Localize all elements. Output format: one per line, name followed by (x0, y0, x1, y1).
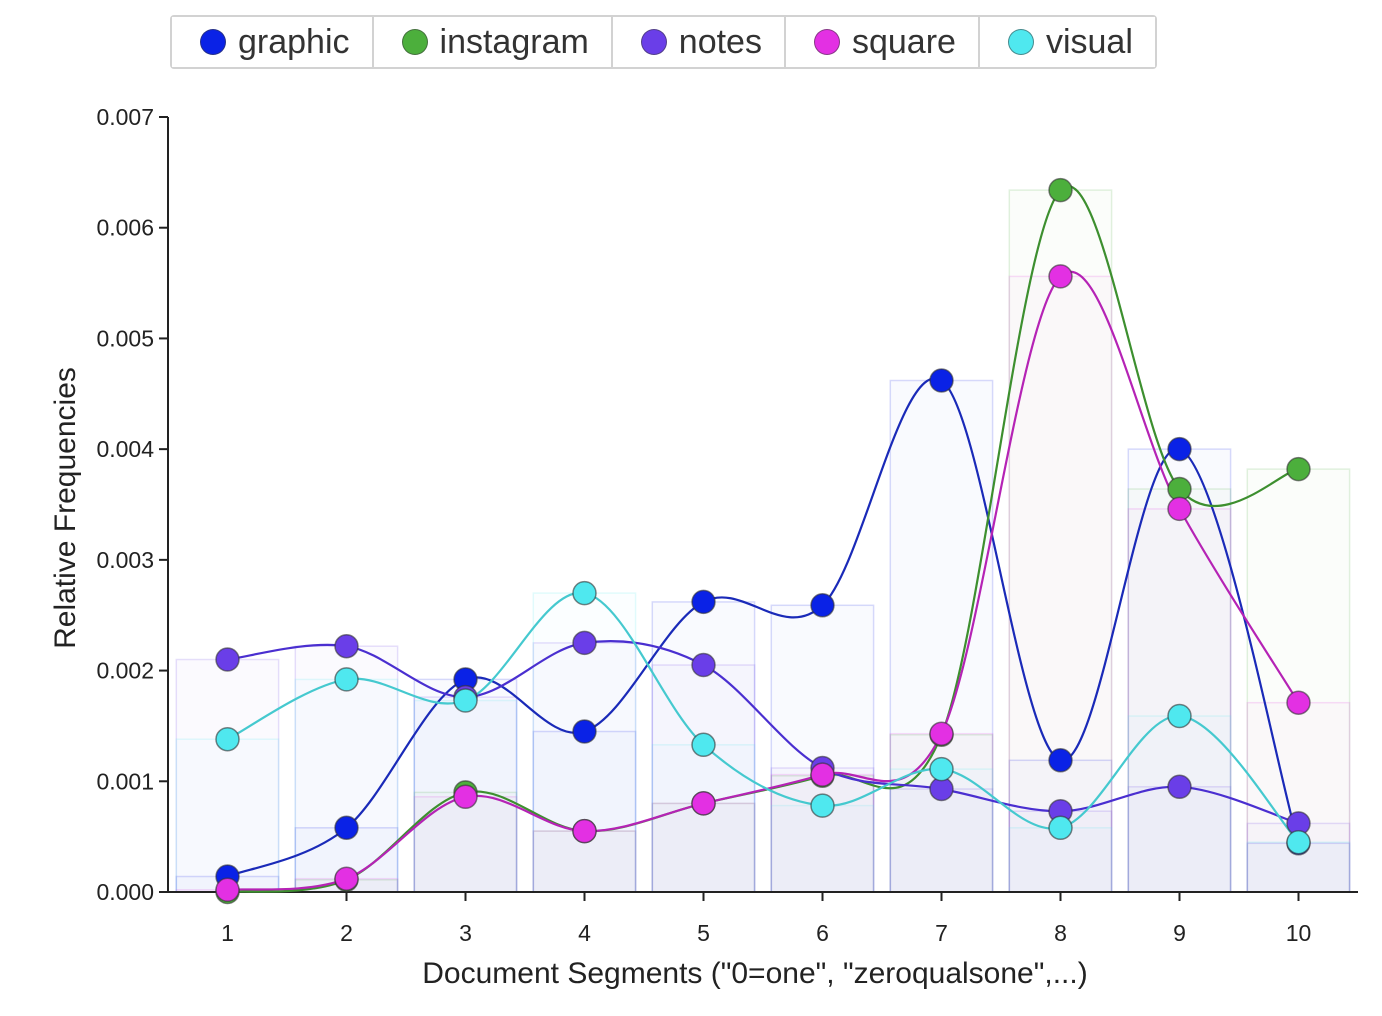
chart-legend: graphic instagram notes square visual (170, 15, 1157, 69)
x-tick-label: 2 (340, 920, 353, 946)
data-point-graphic[interactable] (691, 589, 716, 615)
y-tick-label: 0.001 (96, 768, 154, 794)
data-point-graphic[interactable] (572, 719, 597, 744)
legend-label: notes (678, 23, 762, 61)
legend-swatch (640, 29, 667, 55)
x-axis-title: Document Segments ("0=one", "zeroqualson… (422, 957, 1087, 990)
data-point-instagram[interactable] (1286, 456, 1311, 482)
x-tick-label: 5 (697, 920, 710, 946)
legend-label: instagram (439, 23, 589, 61)
data-point-graphic[interactable] (810, 593, 835, 618)
legend-swatch (401, 29, 428, 55)
legend-label: square (851, 23, 956, 61)
y-tick-label: 0.006 (96, 215, 154, 241)
background-bar-visual (651, 744, 756, 893)
y-tick-label: 0.003 (96, 547, 154, 573)
data-point-square[interactable] (810, 762, 835, 787)
series-points (215, 177, 1311, 905)
legend-item-square[interactable]: square (785, 17, 980, 67)
data-point-square[interactable] (691, 791, 716, 816)
data-point-visual[interactable] (929, 756, 954, 782)
legend-item-notes[interactable]: notes (612, 17, 786, 67)
data-point-notes[interactable] (334, 633, 359, 659)
data-point-visual[interactable] (810, 793, 835, 818)
y-tick-label: 0.000 (96, 879, 154, 905)
x-tick-label: 4 (578, 920, 591, 946)
x-tick-label: 8 (1054, 920, 1067, 946)
data-point-visual[interactable] (453, 688, 478, 713)
x-tick-label: 7 (935, 920, 948, 946)
data-point-graphic[interactable] (334, 815, 359, 841)
data-point-graphic[interactable] (1167, 436, 1192, 462)
legend-item-instagram[interactable]: instagram (373, 17, 613, 67)
axes: 0.000 0.001 0.002 0.003 0.004 0.005 0.006 0.007… (96, 104, 1358, 946)
legend-label: visual (1045, 23, 1133, 61)
data-point-square[interactable] (929, 721, 954, 746)
data-point-notes[interactable] (572, 630, 597, 656)
x-tick-label: 1 (221, 920, 234, 946)
series-line-graphic (227, 377, 1300, 878)
data-point-graphic[interactable] (929, 368, 954, 393)
series-lines (227, 185, 1300, 894)
background-bar-visual (1127, 715, 1232, 893)
series-line-notes (227, 640, 1299, 825)
data-point-square[interactable] (572, 818, 597, 844)
data-point-visual[interactable] (1048, 815, 1073, 841)
y-tick-label: 0.002 (96, 658, 154, 684)
data-point-notes[interactable] (215, 647, 240, 672)
background-bar-visual (770, 804, 875, 893)
legend-swatch (813, 29, 840, 55)
data-point-visual[interactable] (334, 667, 359, 692)
series-line-visual (227, 591, 1300, 843)
legend-label: graphic (238, 23, 350, 61)
data-point-visual[interactable] (215, 726, 240, 752)
y-tick-label: 0.004 (96, 436, 154, 462)
legend-item-graphic[interactable]: graphic (172, 17, 374, 67)
data-point-square[interactable] (1167, 496, 1192, 522)
legend-swatch (200, 29, 226, 55)
data-point-square[interactable] (453, 784, 478, 810)
legend-swatch (1007, 29, 1034, 55)
data-point-visual[interactable] (1286, 829, 1311, 855)
data-point-square[interactable] (1286, 690, 1311, 715)
data-point-square[interactable] (215, 877, 240, 903)
y-tick-label: 0.005 (96, 325, 154, 351)
series-line-square (227, 270, 1300, 891)
data-point-instagram[interactable] (1048, 177, 1073, 203)
data-point-visual[interactable] (691, 732, 716, 758)
y-axis-title: Relative Frequencies (49, 367, 82, 649)
y-tick-label: 0.007 (96, 104, 154, 130)
x-tick-label: 3 (459, 920, 472, 946)
data-point-notes[interactable] (691, 652, 716, 678)
x-tick-label: 9 (1173, 920, 1186, 946)
data-point-notes[interactable] (1167, 774, 1192, 800)
legend-item-visual[interactable]: visual (979, 17, 1155, 67)
data-point-visual[interactable] (1167, 703, 1192, 729)
data-point-visual[interactable] (572, 580, 597, 606)
x-tick-label: 6 (816, 920, 829, 946)
data-point-square[interactable] (1048, 264, 1073, 289)
x-tick-label: 10 (1286, 920, 1312, 946)
data-point-square[interactable] (334, 866, 359, 891)
data-point-graphic[interactable] (1048, 748, 1073, 773)
